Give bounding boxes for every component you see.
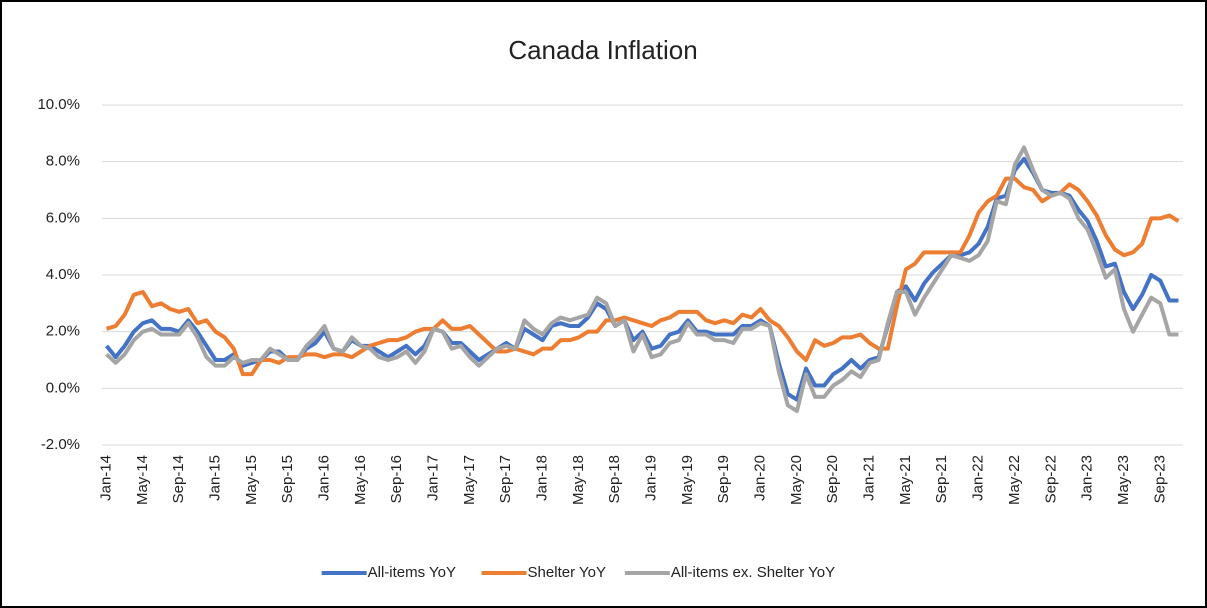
legend-label: All-items ex. Shelter YoY (671, 564, 835, 581)
x-tick-label: Jan-15 (207, 455, 224, 501)
x-tick-label: Jan-17 (425, 455, 442, 501)
series-line (105, 145, 1179, 413)
x-tick-label: May-18 (570, 455, 587, 505)
x-tick-label: Sep-18 (606, 455, 623, 503)
x-tick-label: May-15 (243, 455, 260, 505)
x-tick-label: May-23 (1115, 455, 1132, 505)
x-tick-label: May-14 (134, 455, 151, 505)
y-tick-label: 6.0% (46, 209, 80, 226)
x-tick-label: May-20 (788, 455, 805, 505)
x-tick-label: Sep-16 (388, 455, 405, 503)
x-tick-label: May-19 (679, 455, 696, 505)
x-tick-label: Jan-23 (1079, 455, 1096, 501)
x-tick-label: Jan-18 (534, 455, 551, 501)
x-tick-label: Jan-22 (970, 455, 987, 501)
x-tick-label: May-21 (897, 455, 914, 505)
y-tick-label: 0.0% (46, 379, 80, 396)
y-tick-label: 2.0% (46, 323, 80, 340)
y-tick-label: 10.0% (37, 96, 80, 113)
x-tick-label: Sep-22 (1042, 455, 1059, 503)
legend-label: Shelter YoY (528, 564, 606, 581)
x-tick-label: Sep-17 (497, 455, 514, 503)
x-tick-label: Jan-21 (861, 455, 878, 501)
x-tick-label: Sep-19 (715, 455, 732, 503)
x-tick-label: Sep-15 (279, 455, 296, 503)
x-tick-label: Sep-23 (1151, 455, 1168, 503)
x-tick-label: Jan-16 (316, 455, 333, 501)
chart-title: Canada Inflation (508, 35, 697, 65)
x-tick-label: Jan-19 (643, 455, 660, 501)
y-tick-label: 4.0% (46, 266, 80, 283)
x-tick-label: May-16 (352, 455, 369, 505)
x-tick-label: Jan-14 (98, 455, 115, 501)
x-tick-label: May-17 (461, 455, 478, 505)
x-tick-label: Sep-21 (933, 455, 950, 503)
legend-label: All-items YoY (368, 564, 456, 581)
x-tick-label: Sep-20 (824, 455, 841, 503)
y-tick-label: 8.0% (46, 153, 80, 170)
y-tick-label: -2.0% (41, 436, 80, 453)
x-tick-label: Sep-14 (170, 455, 187, 503)
x-tick-label: Jan-20 (752, 455, 769, 501)
x-tick-label: May-22 (1006, 455, 1023, 505)
